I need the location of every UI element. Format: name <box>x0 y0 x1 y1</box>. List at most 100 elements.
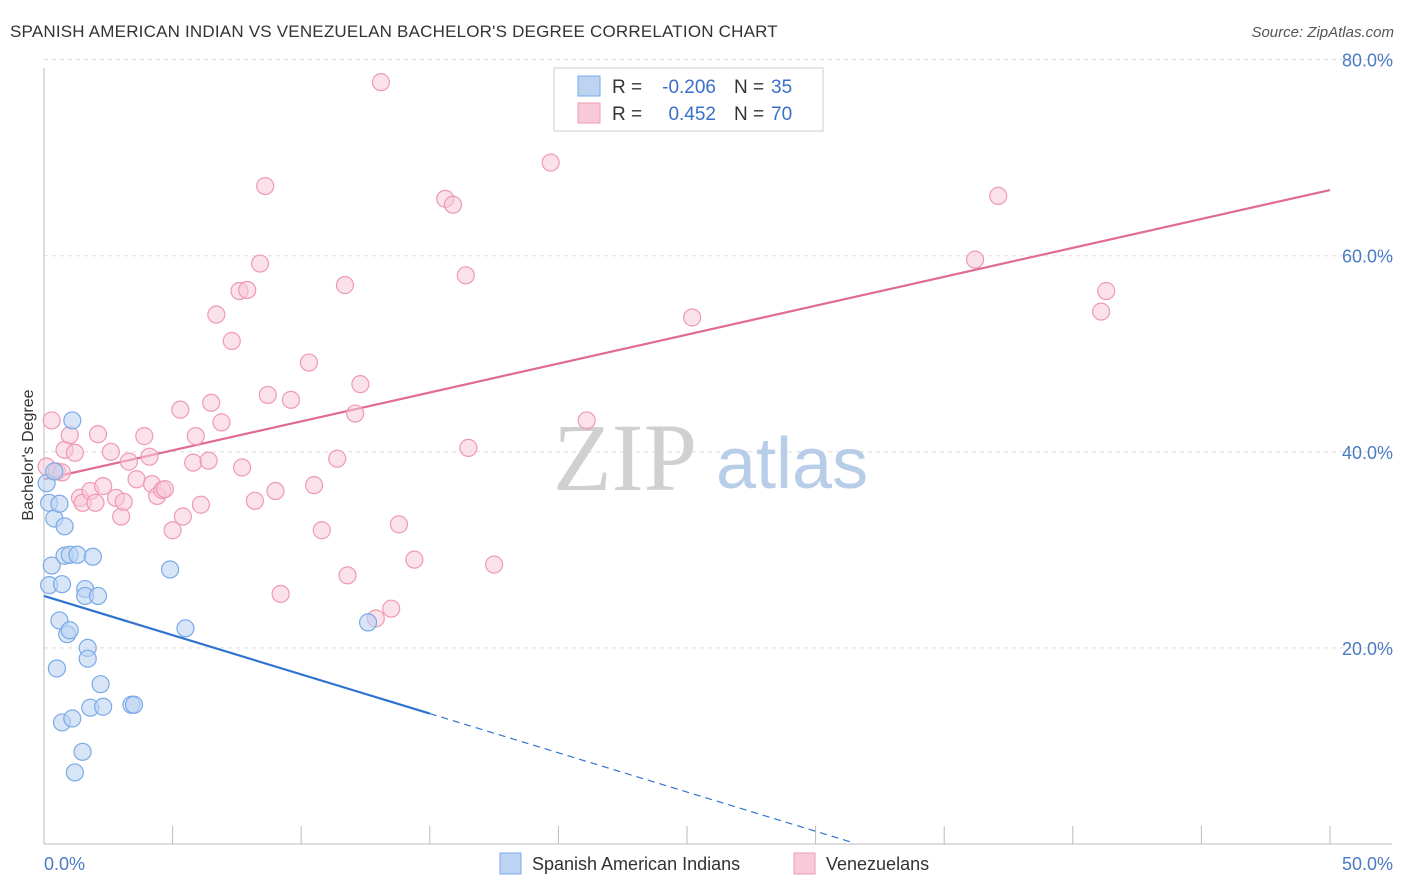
point-spanish-american-indians <box>176 619 195 638</box>
point-venezuelans <box>207 305 226 324</box>
point-venezuelans <box>140 447 159 466</box>
point-venezuelans <box>443 195 463 214</box>
point-spanish-american-indians <box>124 695 144 714</box>
point-venezuelans <box>212 413 231 432</box>
watermark-atlas: atlas <box>716 424 868 504</box>
bottom-legend: Spanish American Indians Venezuelans <box>499 852 929 875</box>
point-venezuelans <box>184 453 203 472</box>
point-spanish-american-indians <box>60 621 79 640</box>
point-venezuelans <box>86 493 105 512</box>
legend-r-value-pink: 0.452 <box>668 104 716 125</box>
point-venezuelans <box>101 442 120 461</box>
venezuelans-points <box>37 73 1116 628</box>
point-spanish-american-indians <box>55 517 74 536</box>
point-venezuelans <box>171 400 190 419</box>
bottom-legend-label-blue: Spanish American Indians <box>532 854 740 874</box>
point-venezuelans <box>683 308 702 327</box>
point-spanish-american-indians <box>50 494 69 513</box>
point-venezuelans <box>238 280 257 300</box>
axes <box>43 68 1392 845</box>
point-venezuelans <box>127 470 146 489</box>
point-venezuelans <box>222 331 241 351</box>
point-venezuelans <box>65 443 84 462</box>
point-venezuelans <box>199 451 218 470</box>
stats-legend: R = -0.206 N = 35 R = 0.452 N = 70 <box>553 67 824 132</box>
watermark: ZIP atlas <box>553 404 868 511</box>
point-spanish-american-indians <box>83 547 102 566</box>
point-venezuelans <box>191 495 210 514</box>
point-spanish-american-indians <box>73 742 92 761</box>
point-venezuelans <box>351 375 370 394</box>
y-tick-labels: 20.0% 40.0% 60.0% 80.0% <box>1342 51 1393 659</box>
point-venezuelans <box>173 507 192 526</box>
legend-n-value-blue: 35 <box>771 77 792 98</box>
x-tick-label-min: 0.0% <box>44 854 85 874</box>
point-venezuelans <box>965 250 985 269</box>
bottom-legend-label-pink: Venezuelans <box>826 854 929 874</box>
trend-line-spanish-american-indians <box>43 594 431 715</box>
point-venezuelans <box>202 393 221 412</box>
legend-n-value-pink: 70 <box>771 104 792 125</box>
y-tick-label: 40.0% <box>1342 443 1393 463</box>
point-venezuelans <box>382 599 401 618</box>
watermark-zip: ZIP <box>553 404 697 511</box>
point-venezuelans <box>989 186 1008 205</box>
point-venezuelans <box>456 266 475 285</box>
point-venezuelans <box>338 566 357 585</box>
point-spanish-american-indians <box>52 575 72 594</box>
point-spanish-american-indians <box>160 560 180 579</box>
legend-n-label-blue: N = <box>734 77 764 98</box>
point-spanish-american-indians <box>88 586 108 606</box>
legend-r-label-pink: R = <box>612 104 642 125</box>
point-spanish-american-indians <box>47 659 66 678</box>
point-venezuelans <box>312 521 331 540</box>
point-venezuelans <box>371 73 391 92</box>
y-tick-label: 80.0% <box>1342 51 1393 71</box>
point-venezuelans <box>1091 302 1111 321</box>
trend-lines <box>43 188 1331 844</box>
point-venezuelans <box>163 521 182 540</box>
point-spanish-american-indians <box>68 545 87 564</box>
point-spanish-american-indians <box>358 613 378 632</box>
point-venezuelans <box>135 427 154 446</box>
point-venezuelans <box>256 176 275 196</box>
bottom-legend-swatch-blue <box>499 852 522 875</box>
point-venezuelans <box>119 452 138 471</box>
point-venezuelans <box>186 427 205 446</box>
y-axis-label: Bachelor's Degree <box>20 389 37 520</box>
bottom-legend-swatch-pink <box>793 852 816 875</box>
point-spanish-american-indians <box>91 675 110 694</box>
point-venezuelans <box>577 411 596 430</box>
point-spanish-american-indians <box>45 462 64 481</box>
point-spanish-american-indians <box>94 697 113 716</box>
point-venezuelans <box>112 507 131 526</box>
legend-n-label-pink: N = <box>734 104 764 125</box>
point-venezuelans <box>232 458 252 477</box>
trend-line-venezuelans <box>43 188 1331 481</box>
point-venezuelans <box>304 476 324 495</box>
point-venezuelans <box>335 276 355 295</box>
point-venezuelans <box>405 550 424 569</box>
point-venezuelans <box>155 479 174 499</box>
point-spanish-american-indians <box>42 556 61 575</box>
point-venezuelans <box>1097 281 1116 301</box>
legend-r-value-blue: -0.206 <box>662 77 716 98</box>
point-venezuelans <box>541 153 560 172</box>
point-venezuelans <box>114 492 133 511</box>
point-venezuelans <box>250 254 270 273</box>
source-label: Source: ZipAtlas.com <box>1251 24 1394 41</box>
point-venezuelans <box>346 404 365 423</box>
x-tick-label-max: 50.0% <box>1342 854 1393 874</box>
legend-swatch-blue <box>577 75 601 97</box>
legend-swatch-pink <box>577 102 601 124</box>
point-venezuelans <box>258 385 277 405</box>
point-venezuelans <box>88 425 108 444</box>
point-venezuelans <box>459 438 478 457</box>
point-venezuelans <box>328 449 347 468</box>
gridlines <box>44 59 1392 649</box>
point-spanish-american-indians <box>63 411 82 430</box>
point-venezuelans <box>94 477 113 496</box>
point-spanish-american-indians <box>78 649 97 668</box>
point-venezuelans <box>299 353 319 372</box>
